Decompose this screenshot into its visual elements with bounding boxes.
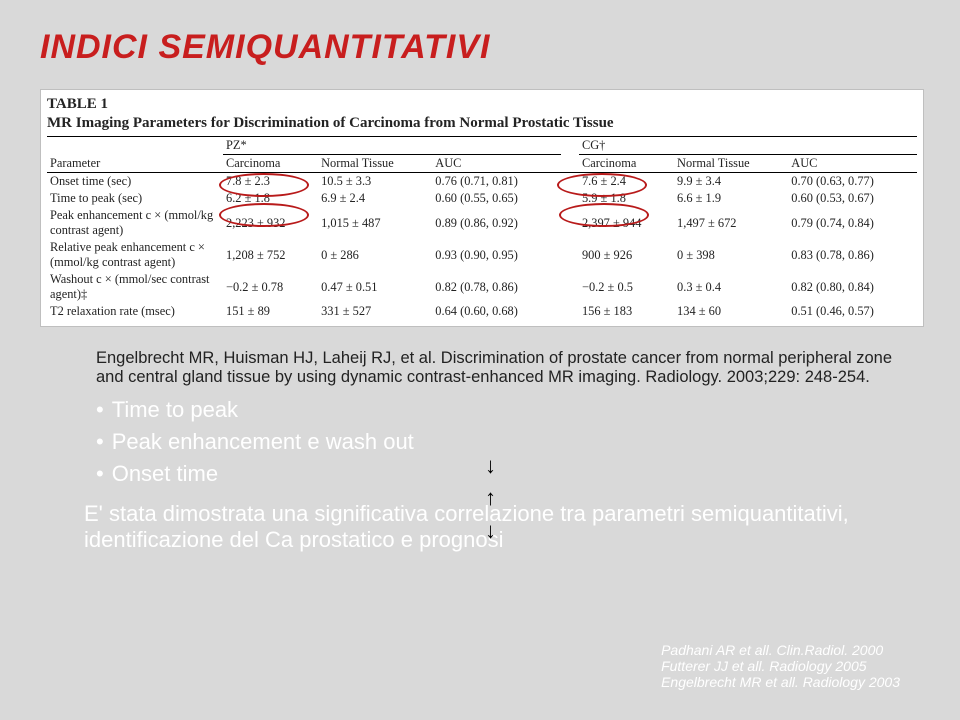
- arrow-down2-icon: ↓: [485, 518, 496, 544]
- mri-table: PZ* CG† Parameter Carcinoma Normal Tissu…: [47, 136, 917, 320]
- table-row: T2 relaxation rate (msec)151 ± 89331 ± 5…: [47, 303, 917, 320]
- bullet-time-to-peak: Time to peak: [96, 397, 920, 423]
- table-row: Washout c × (mmol/sec contrast agent)‡−0…: [47, 271, 917, 303]
- arrow-up-icon: ↑: [485, 485, 496, 511]
- bullet-onset-time: Onset time: [96, 461, 920, 487]
- summary-text: E' stata dimostrata una significativa co…: [84, 501, 876, 554]
- citations: Padhani AR et all. Clin.Radiol. 2000 Fut…: [661, 642, 900, 690]
- table-row: Relative peak enhancement c × (mmol/kg c…: [47, 239, 917, 271]
- slide-title: INDICI SEMIQUANTITATIVI: [40, 28, 920, 67]
- citation-engelbrecht2: Engelbrecht MR et all. Radiology 2003: [661, 674, 900, 690]
- table-caption: TABLE 1: [47, 96, 917, 113]
- group-header-cg: CG†: [579, 137, 917, 155]
- column-headers: Parameter Carcinoma Normal Tissue AUC Ca…: [47, 155, 917, 173]
- citation-padhani: Padhani AR et all. Clin.Radiol. 2000: [661, 642, 900, 658]
- table-row: Time to peak (sec)6.2 ± 1.86.9 ± 2.40.60…: [47, 190, 917, 207]
- table-subtitle: MR Imaging Parameters for Discrimination…: [47, 115, 917, 132]
- reference-engelbrecht: Engelbrecht MR, Huisman HJ, Laheij RJ, e…: [96, 349, 920, 387]
- table-row: Onset time (sec)7.8 ± 2.310.5 ± 3.30.76 …: [47, 173, 917, 191]
- table-row: Peak enhancement c × (mmol/kg contrast a…: [47, 207, 917, 239]
- group-header-pz: PZ*: [223, 137, 561, 155]
- mri-table-box: TABLE 1 MR Imaging Parameters for Discri…: [40, 89, 924, 327]
- bullet-list: Time to peak Peak enhancement e wash out…: [96, 397, 920, 487]
- citation-futterer: Futterer JJ et all. Radiology 2005: [661, 658, 900, 674]
- arrow-down-icon: ↓: [485, 453, 496, 479]
- bullet-peak-enhancement: Peak enhancement e wash out: [96, 429, 920, 455]
